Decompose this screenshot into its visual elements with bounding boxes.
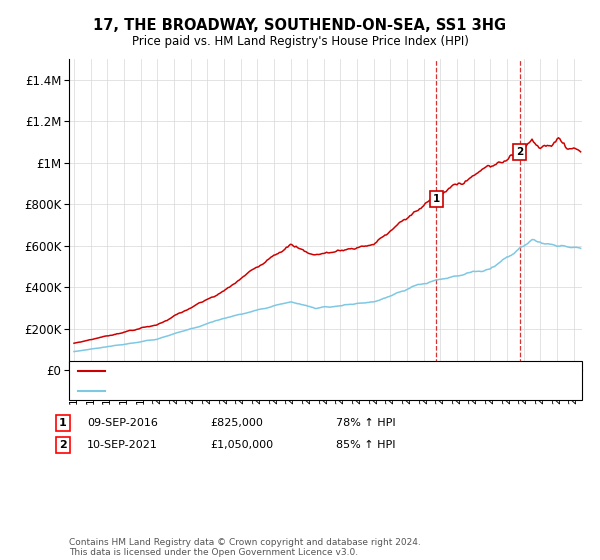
Text: 10-SEP-2021: 10-SEP-2021: [87, 440, 158, 450]
Text: £825,000: £825,000: [210, 418, 263, 428]
Text: 1: 1: [433, 194, 440, 204]
Text: 17, THE BROADWAY, SOUTHEND-ON-SEA, SS1 3HG (detached house): 17, THE BROADWAY, SOUTHEND-ON-SEA, SS1 3…: [111, 366, 471, 376]
Text: 17, THE BROADWAY, SOUTHEND-ON-SEA, SS1 3HG: 17, THE BROADWAY, SOUTHEND-ON-SEA, SS1 3…: [94, 18, 506, 32]
Text: HPI: Average price, detached house, Southend-on-Sea: HPI: Average price, detached house, Sout…: [111, 386, 394, 396]
Text: 2: 2: [516, 147, 523, 157]
Text: Contains HM Land Registry data © Crown copyright and database right 2024.
This d: Contains HM Land Registry data © Crown c…: [69, 538, 421, 557]
Text: Price paid vs. HM Land Registry's House Price Index (HPI): Price paid vs. HM Land Registry's House …: [131, 35, 469, 49]
Text: 78% ↑ HPI: 78% ↑ HPI: [336, 418, 395, 428]
Text: 85% ↑ HPI: 85% ↑ HPI: [336, 440, 395, 450]
Text: £1,050,000: £1,050,000: [210, 440, 273, 450]
Text: 09-SEP-2016: 09-SEP-2016: [87, 418, 158, 428]
Text: 2: 2: [59, 440, 67, 450]
Text: 1: 1: [59, 418, 67, 428]
